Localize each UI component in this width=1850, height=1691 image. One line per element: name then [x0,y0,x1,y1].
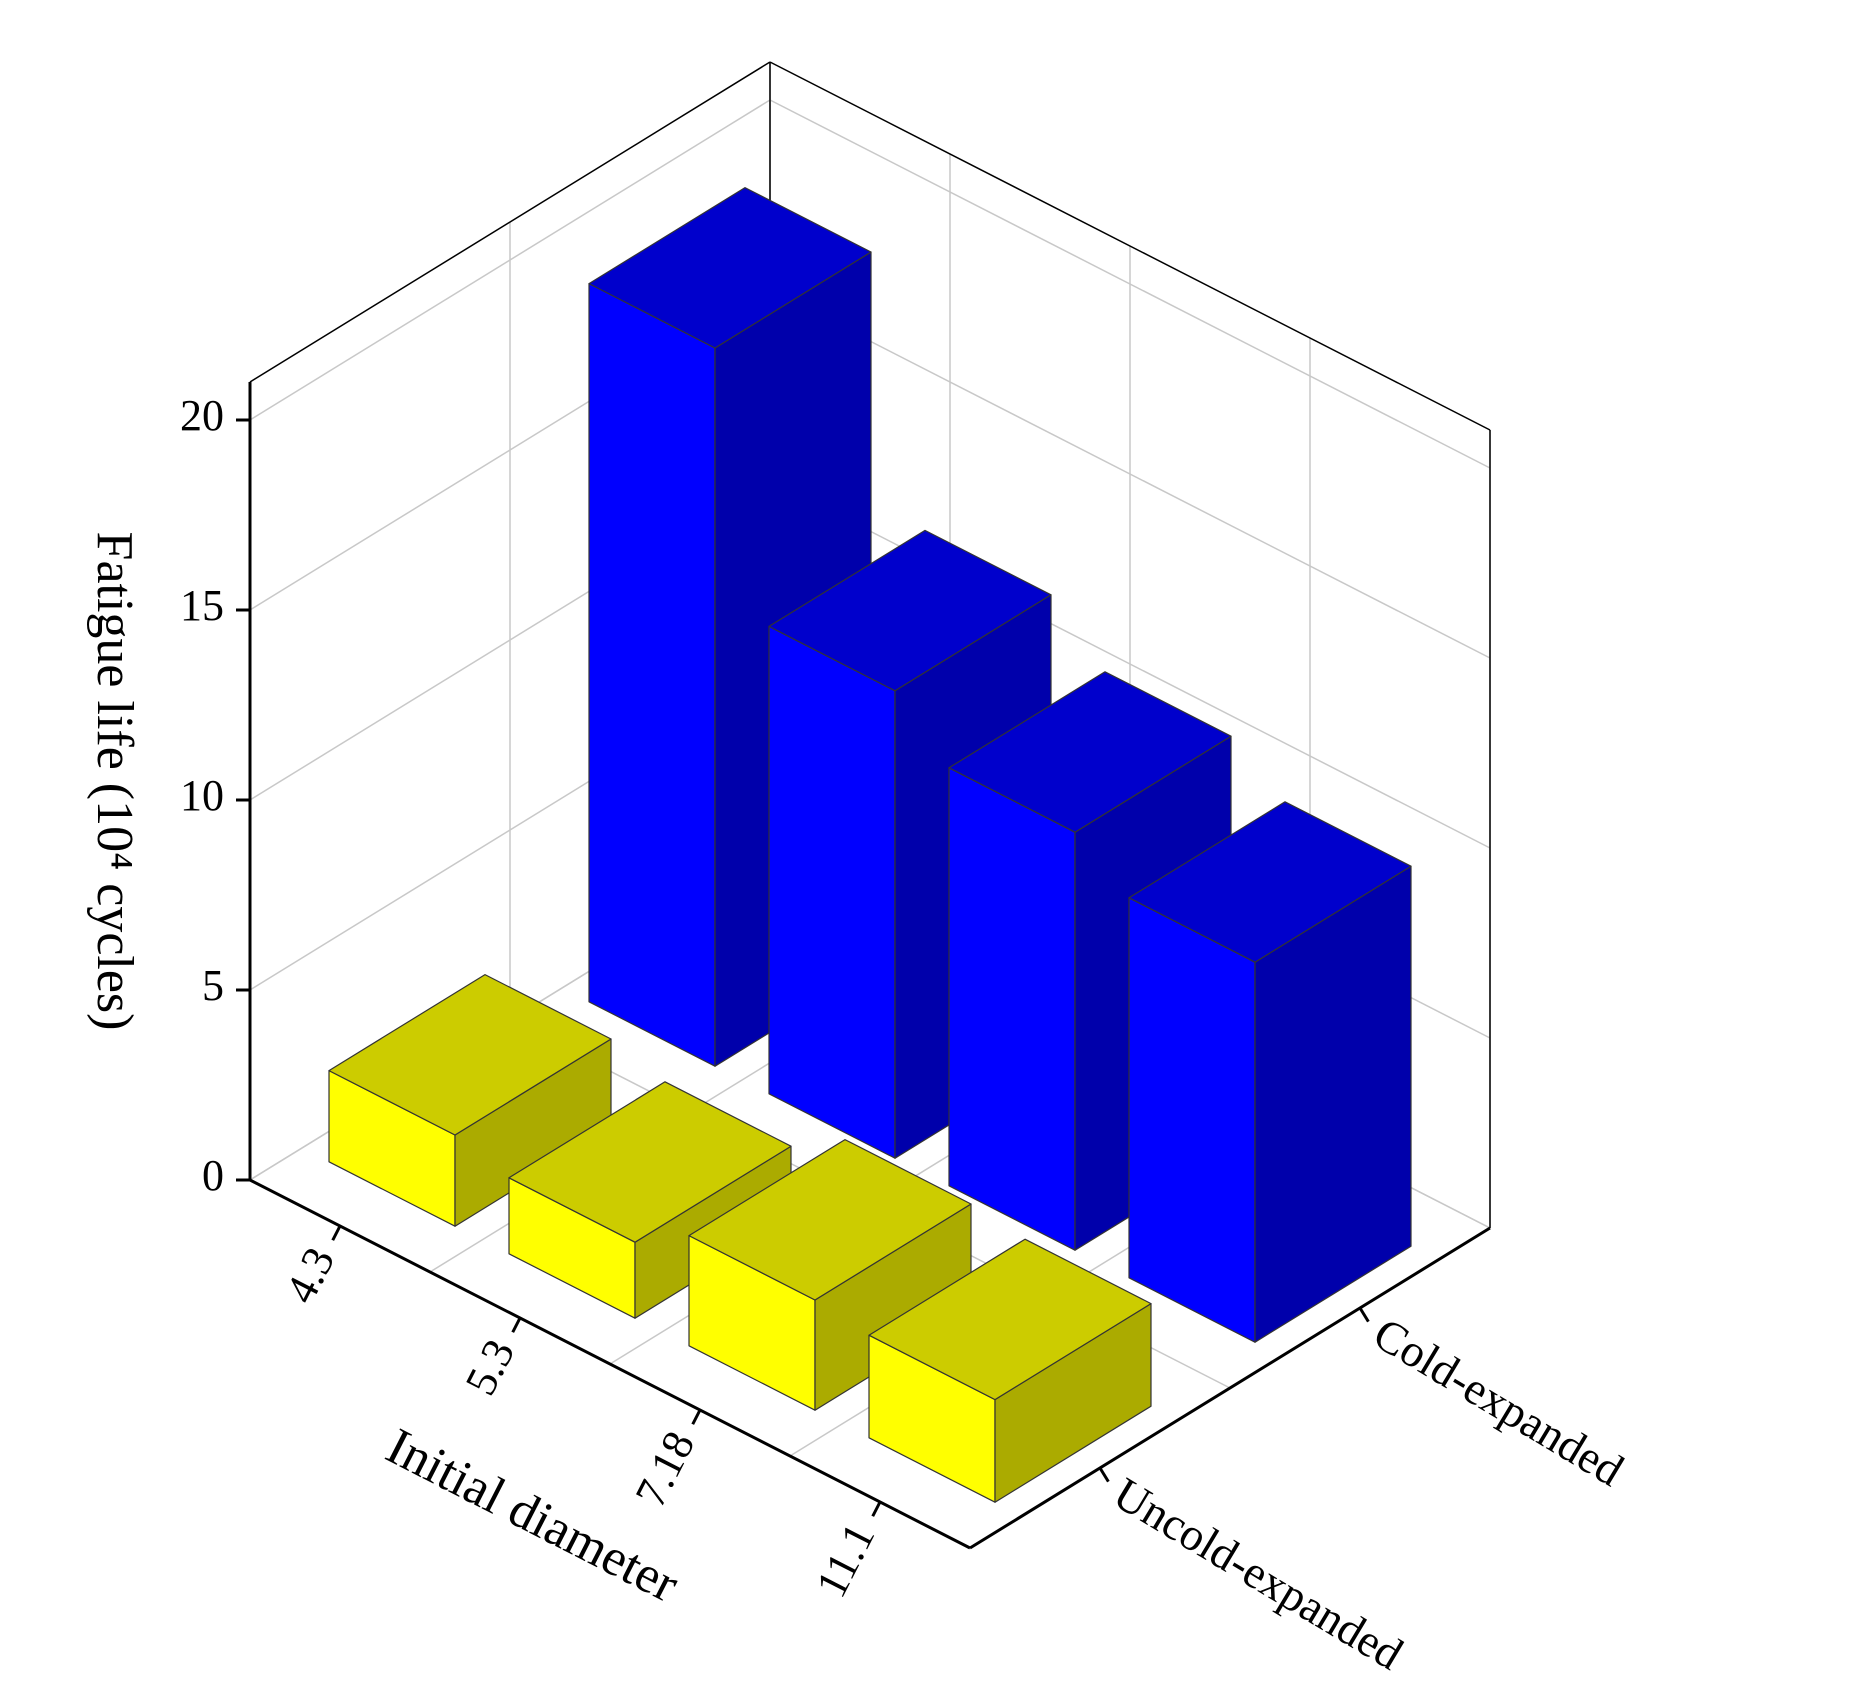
series-tick-label: Uncold-expanded [1105,1467,1412,1679]
x-tick-label: 5.3 [456,1332,525,1403]
bar-top [1128,801,1412,963]
x-axis [249,1178,971,1550]
x-tick-label: 7.18 [626,1424,705,1515]
bar-top [588,187,872,349]
series-tick [1358,1307,1370,1323]
x-tick [691,1409,702,1425]
bar-front [768,625,896,1159]
series-tick [1098,1467,1110,1483]
bar-front [948,767,1076,1251]
bar [688,1138,972,1411]
y-tick-label: 5 [202,961,224,1010]
bar [328,973,612,1227]
box-edge [249,61,771,383]
x-tick-label: 4.3 [276,1240,345,1311]
bar-top [948,671,1232,833]
bar-front [588,283,716,1067]
bar [1128,801,1412,1343]
bar [868,1238,1152,1503]
x-tick [511,1317,522,1333]
series-axis [969,1226,1491,1550]
bar-top [328,973,612,1136]
x-tick [331,1225,342,1241]
series-tick-label: Cold-expanded [1365,1307,1632,1495]
y-tick-label: 0 [202,1151,224,1200]
y-axis-title: Fatigue life (10⁴ cycles) [86,532,143,1031]
bar-top [868,1238,1152,1401]
x-tick [871,1501,882,1517]
x-tick-label: 11.1 [806,1516,884,1605]
y-tick-label: 20 [180,391,224,440]
bar-front [1128,897,1256,1343]
bar-top [508,1081,792,1243]
bar-top [768,529,1052,692]
y-tick-label: 15 [180,581,224,630]
y-tick-label: 10 [180,771,224,820]
x-axis-title: Initial diameter [377,1418,687,1614]
box-edge [769,61,1491,431]
bar-top [688,1138,972,1301]
